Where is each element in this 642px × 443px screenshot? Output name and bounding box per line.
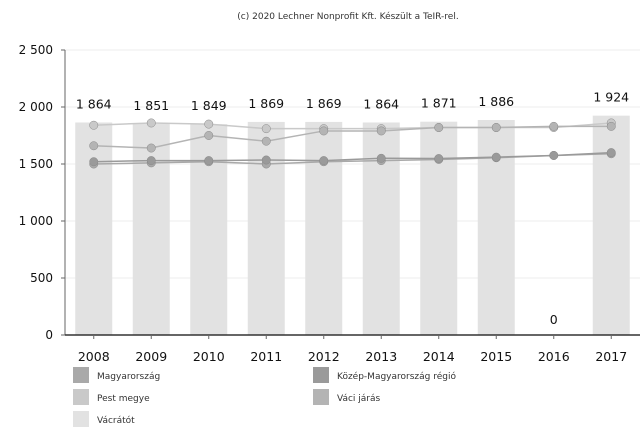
bar — [305, 121, 343, 336]
bar-data-label: 1 869 — [248, 96, 284, 111]
legend: Magyarország Közép-Magyarország régió Pest… — [73, 367, 456, 427]
bar-data-label: 1 864 — [363, 97, 399, 112]
series-point — [146, 156, 156, 166]
series-point — [261, 155, 271, 165]
series-point — [146, 118, 156, 128]
series-point — [376, 126, 386, 136]
bar — [190, 124, 228, 336]
series-point — [376, 153, 386, 163]
series-line — [93, 122, 612, 130]
x-tick-label: 2013 — [365, 349, 397, 364]
x-tick-label: 2011 — [250, 349, 282, 364]
series-line — [93, 151, 612, 163]
legend-swatch — [313, 367, 329, 383]
series-point — [204, 119, 214, 129]
legend-swatch — [73, 389, 89, 405]
bar-data-label: 1 924 — [593, 90, 629, 105]
x-tick-label: 2012 — [308, 349, 340, 364]
series-point — [606, 121, 616, 131]
x-tick-label: 2008 — [78, 349, 110, 364]
x-tick-label: 2014 — [423, 349, 455, 364]
series-point — [89, 157, 99, 167]
legend-swatch — [73, 367, 89, 383]
series-point — [204, 156, 214, 166]
series-point — [204, 131, 214, 140]
series-point — [89, 120, 99, 130]
data-label-layer: 1 864 1 851 1 849 1 869 1 869 1 864 1 871 1 886… — [76, 90, 629, 327]
x-tick-label: 2009 — [135, 349, 167, 364]
legend-label: Vácrátót — [97, 415, 135, 426]
legend-label: Pest megye — [97, 394, 150, 404]
series-point — [549, 121, 559, 131]
x-tick-label: 2010 — [193, 349, 225, 364]
bar-data-label: 1 869 — [306, 96, 342, 111]
bar-data-label: 1 851 — [133, 98, 169, 113]
axis-layer: 0 500 1 000 1 500 2 000 2 500 2008 2009 2010 2011… — [19, 43, 640, 364]
series-point — [89, 141, 99, 151]
legend-label: Közép-Magyarország régió — [337, 371, 456, 382]
y-tick-label: 1 000 — [19, 214, 53, 228]
line-layer — [89, 118, 616, 169]
bar-data-label: 1 849 — [191, 98, 227, 113]
bar-data-label: 1 886 — [478, 94, 514, 109]
series-point — [319, 156, 329, 166]
legend-label: Magyarország — [97, 372, 160, 382]
bar — [132, 123, 170, 336]
x-tick-label: 2017 — [595, 349, 627, 364]
series-point — [434, 154, 444, 163]
series-point — [549, 151, 559, 160]
y-tick-label: 500 — [30, 271, 53, 285]
bar-data-label: 1 864 — [76, 97, 112, 112]
y-tick-label: 0 — [45, 328, 53, 342]
bar — [75, 122, 113, 335]
x-tick-label: 2015 — [480, 349, 512, 364]
bar-layer — [75, 115, 630, 336]
series-point — [261, 136, 271, 146]
y-tick-label: 2 500 — [19, 43, 53, 57]
series-point — [606, 148, 616, 158]
copyright-text: (c) 2020 Lechner Nonprofit Kft. Készült … — [237, 11, 458, 22]
bar-data-label: 1 871 — [421, 96, 457, 111]
legend-swatch — [73, 411, 89, 427]
x-tick-label: 2016 — [538, 349, 570, 364]
legend-swatch — [313, 389, 329, 405]
series-point — [491, 152, 501, 162]
y-tick-label: 2 000 — [19, 100, 53, 114]
series-point — [434, 123, 444, 132]
bar-data-label: 0 — [550, 312, 558, 327]
y-tick-label: 1 500 — [19, 157, 53, 171]
series-point — [146, 143, 156, 153]
bar — [420, 121, 458, 336]
bar — [477, 119, 515, 335]
series-point — [261, 124, 271, 134]
series-point — [319, 126, 329, 136]
bar — [247, 121, 285, 336]
series-point — [491, 123, 501, 132]
series-line — [93, 125, 612, 149]
legend-label: Váci járás — [337, 394, 381, 404]
